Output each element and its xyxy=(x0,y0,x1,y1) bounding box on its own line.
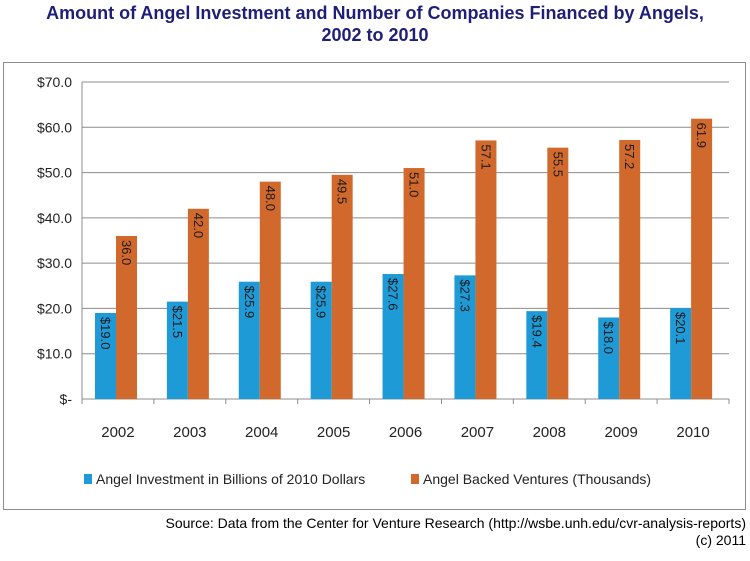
legend-label: Angel Backed Ventures (Thousands) xyxy=(423,471,651,487)
legend-label: Angel Investment in Billions of 2010 Dol… xyxy=(96,471,365,487)
legend-swatch xyxy=(84,474,92,484)
x-tick-label: 2005 xyxy=(317,424,350,441)
data-label: 36.0 xyxy=(119,240,134,265)
ventures-bar xyxy=(187,208,209,399)
chart-title-line-2: 2002 to 2010 xyxy=(321,25,429,45)
ventures-bar xyxy=(547,147,569,399)
x-tick-label: 2006 xyxy=(389,424,422,441)
data-label: 49.5 xyxy=(335,179,350,204)
y-tick-label: $60.0 xyxy=(37,119,72,135)
data-label: $20.1 xyxy=(673,312,688,345)
data-label: $21.5 xyxy=(170,306,185,339)
ventures-bar xyxy=(259,181,281,399)
investment-bar xyxy=(598,317,620,399)
y-tick-label: $50.0 xyxy=(37,165,72,181)
data-label: $27.3 xyxy=(457,279,472,312)
y-tick-label: $30.0 xyxy=(37,255,72,271)
y-tick-label: $70.0 xyxy=(37,74,72,90)
investment-bar xyxy=(454,275,476,399)
x-tick-label: 2009 xyxy=(604,424,637,441)
data-label: 61.9 xyxy=(694,123,709,148)
ventures-bar xyxy=(691,118,713,399)
investment-bar xyxy=(670,307,692,399)
data-label: $19.0 xyxy=(98,317,113,350)
source-note: Source: Data from the Center for Venture… xyxy=(166,515,747,549)
investment-bar xyxy=(95,312,116,399)
ventures-bar xyxy=(619,139,641,400)
data-label: 51.0 xyxy=(407,172,422,197)
investment-bar xyxy=(382,274,404,399)
data-label: 57.1 xyxy=(478,144,493,169)
chart-title-line-1: Amount of Angel Investment and Number of… xyxy=(46,3,704,23)
data-label: $19.4 xyxy=(529,315,544,348)
investment-bar xyxy=(238,281,260,399)
x-tick-label: 2002 xyxy=(101,424,134,441)
investment-bar xyxy=(526,311,548,399)
x-tick-label: 2007 xyxy=(461,424,494,441)
ventures-bar xyxy=(403,168,425,399)
data-label: 55.5 xyxy=(550,152,565,177)
x-tick-label: 2003 xyxy=(173,424,206,441)
y-tick-label: $10.0 xyxy=(37,346,72,362)
copyright-line: (c) 2011 xyxy=(695,532,746,548)
data-label: 42.0 xyxy=(191,213,206,238)
ventures-bar xyxy=(475,140,497,399)
y-tick-label: $40.0 xyxy=(37,210,72,226)
data-label: 48.0 xyxy=(263,186,278,211)
data-label: 57.2 xyxy=(622,144,637,169)
data-label: $18.0 xyxy=(601,321,616,354)
ventures-bar xyxy=(116,235,137,399)
chart-title: Amount of Angel Investment and Number of… xyxy=(0,2,750,46)
y-tick-label: $- xyxy=(60,391,73,407)
y-tick-label: $20.0 xyxy=(37,300,72,316)
ventures-bar xyxy=(331,174,353,399)
investment-bar xyxy=(310,281,332,399)
source-line: Source: Data from the Center for Venture… xyxy=(165,515,747,531)
x-tick-label: 2004 xyxy=(245,424,278,441)
x-tick-label: 2010 xyxy=(676,424,709,441)
x-tick-label: 2008 xyxy=(533,424,566,441)
data-label: $25.9 xyxy=(314,286,329,319)
data-label: $25.9 xyxy=(242,286,257,319)
legend-swatch xyxy=(411,474,419,484)
data-label: $27.6 xyxy=(386,278,401,311)
investment-bar xyxy=(166,301,188,399)
